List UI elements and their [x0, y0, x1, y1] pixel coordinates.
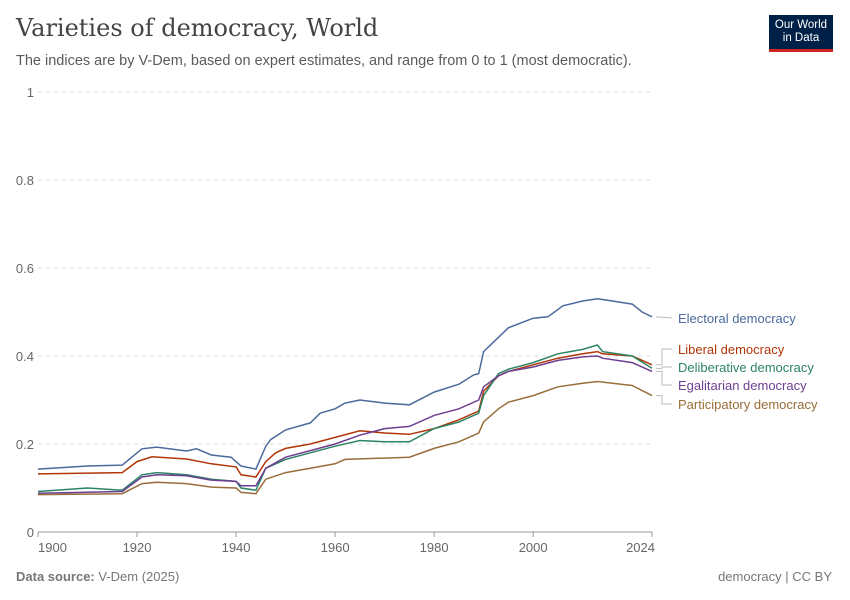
x-tick-label: 2024: [626, 540, 655, 555]
logo-line2: in Data: [782, 32, 820, 44]
label-connector: [656, 348, 672, 366]
source-link[interactable]: V-Dem (2025): [98, 569, 180, 584]
label-connector: [656, 370, 672, 386]
label-connector: [656, 395, 672, 405]
data-source: Data source: V-Dem (2025): [16, 569, 179, 584]
legend-label: Liberal democracy: [678, 342, 785, 357]
series-line-electoral-democracy: [37, 298, 653, 470]
legend-label: Participatory democracy: [678, 397, 818, 412]
label-connector: [655, 316, 673, 319]
y-tick-label: 0: [27, 525, 34, 540]
series-line-deliberative-democracy: [37, 344, 653, 493]
chart-subtitle: The indices are by V-Dem, based on exper…: [16, 53, 632, 69]
x-tick-label: 2000: [519, 540, 548, 555]
legend-label: Egalitarian democracy: [678, 378, 807, 393]
y-tick-label: 0.4: [16, 349, 34, 364]
source-label: Data source:: [16, 569, 95, 584]
y-tick-label: 1: [27, 85, 34, 100]
owid-logo[interactable]: Our World in Data: [769, 15, 833, 52]
logo-line1: Our World: [774, 19, 828, 31]
chart-title: Varieties of democracy, World: [16, 14, 379, 42]
legend-label: Electoral democracy: [678, 311, 796, 326]
legend-label: Deliberative democracy: [678, 360, 814, 375]
series-line-participatory-democracy: [37, 380, 653, 496]
y-tick-label: 0.2: [16, 437, 34, 452]
license-info[interactable]: democracy | CC BY: [718, 569, 832, 584]
x-tick-label: 1900: [38, 540, 67, 555]
y-tick-label: 0.8: [16, 173, 34, 188]
x-tick-label: 1960: [321, 540, 350, 555]
x-tick-label: 1980: [420, 540, 449, 555]
y-tick-label: 0.6: [16, 261, 34, 276]
x-tick-label: 1920: [123, 540, 152, 555]
x-tick-label: 1940: [222, 540, 251, 555]
series-line-egalitarian-democracy: [37, 355, 653, 495]
label-connector: [656, 366, 672, 369]
